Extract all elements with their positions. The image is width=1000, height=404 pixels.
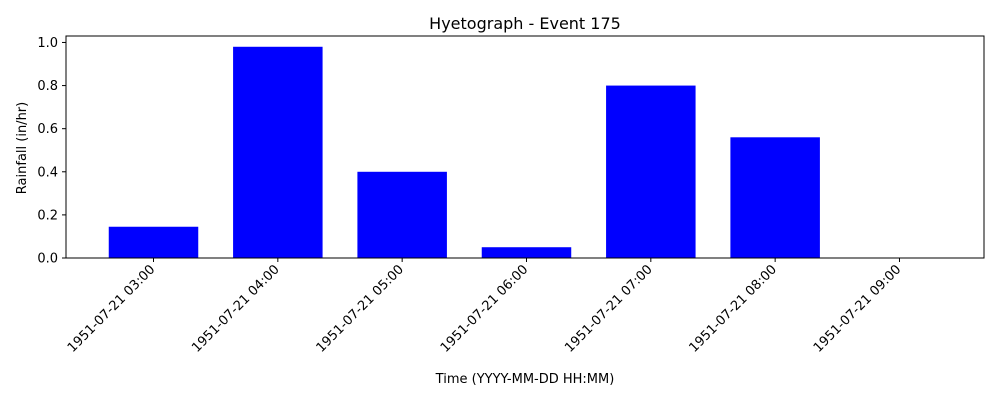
x-axis-label: Time (YYYY-MM-DD HH:MM) <box>435 372 615 387</box>
x-tick-label-6: 1951-07-21 09:00 <box>811 262 904 355</box>
bar-0 <box>108 226 199 258</box>
x-axis-ticks: 1951-07-21 03:00 1951-07-21 04:00 1951-07-… <box>65 258 904 356</box>
bar-1 <box>233 46 323 258</box>
y-axis-label: Rainfall (in/hr) <box>15 102 30 194</box>
bar-5 <box>730 137 820 258</box>
x-tick-label-1: 1951-07-21 04:00 <box>189 262 282 355</box>
y-axis-ticks: 0.0 0.2 0.4 0.6 0.8 1.0 <box>37 36 66 267</box>
bar-4 <box>606 85 696 258</box>
y-tick-label-2: 0.4 <box>37 165 58 180</box>
y-tick-label-5: 1.0 <box>37 36 58 51</box>
x-tick-label-4: 1951-07-21 07:00 <box>562 262 655 355</box>
bars-group <box>108 46 820 258</box>
x-tick-label-0: 1951-07-21 03:00 <box>65 262 158 355</box>
y-tick-label-4: 0.8 <box>37 79 58 94</box>
x-tick-label-3: 1951-07-21 06:00 <box>438 262 531 355</box>
chart-title: Hyetograph - Event 175 <box>429 14 621 33</box>
plot-frame <box>65 35 985 259</box>
y-tick-label-3: 0.6 <box>37 122 58 137</box>
y-tick-label-0: 0.0 <box>37 252 58 267</box>
y-tick-label-1: 0.2 <box>37 208 58 223</box>
x-tick-label-5: 1951-07-21 08:00 <box>687 262 780 355</box>
bar-2 <box>357 171 447 258</box>
x-tick-label-2: 1951-07-21 05:00 <box>314 262 407 355</box>
bar-3 <box>481 247 572 258</box>
